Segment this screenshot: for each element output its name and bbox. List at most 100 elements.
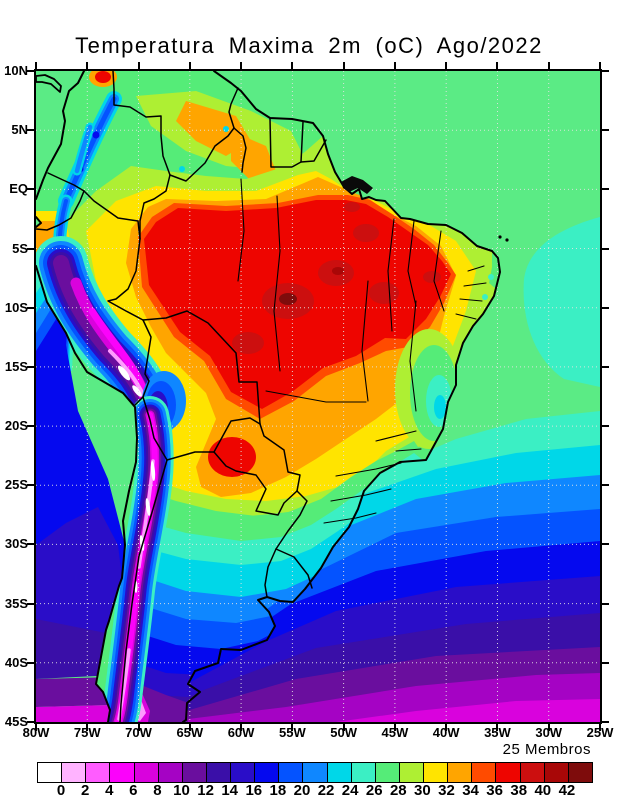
- color-scale-tick-label: 22: [317, 782, 335, 799]
- color-scale-tick-label: 8: [153, 782, 162, 799]
- lat-tick-label: 35S: [4, 595, 28, 611]
- lon-tick: [188, 724, 191, 731]
- color-scale-tick-label: 20: [293, 782, 311, 799]
- lat-tick: [27, 365, 34, 368]
- lat-tick: [602, 425, 609, 428]
- lat-tick: [602, 661, 609, 664]
- color-scale-cell: [61, 763, 86, 782]
- color-scale-tick-label: 6: [129, 782, 138, 799]
- lon-tick: [240, 724, 243, 731]
- color-scale-cell: [205, 763, 230, 782]
- color-scale-cell: [109, 763, 134, 782]
- lon-tick: [86, 724, 89, 731]
- color-scale-cell: [254, 763, 279, 782]
- lon-tick: [496, 62, 499, 69]
- color-scale-cell: [302, 763, 327, 782]
- color-scale-cell: [85, 763, 110, 782]
- lon-tick: [35, 62, 37, 69]
- lon-tick-label: 55W: [278, 725, 306, 740]
- lat-tick-label: EQ: [9, 181, 28, 197]
- color-scale: [37, 762, 593, 783]
- color-scale-cell: [471, 763, 496, 782]
- lat-tick-label: 5N: [11, 122, 28, 138]
- lon-tick: [393, 62, 396, 69]
- color-scale-cell: [447, 763, 472, 782]
- color-scale-ticks: 0 2 4 6 8 10 12 14 16 18 20 22 24 26 28 30 32 34 36 38 40 42: [37, 782, 591, 799]
- lon-tick: [342, 724, 345, 731]
- color-scale-cell: [350, 763, 375, 782]
- lon-tick: [445, 724, 448, 731]
- lat-tick: [602, 306, 609, 309]
- color-scale-tick-label: 30: [414, 782, 431, 799]
- color-scale-tick-label: 0: [56, 782, 66, 799]
- color-scale-cell: [181, 763, 206, 782]
- lat-tick: [602, 188, 609, 191]
- color-scale-tick-label: 16: [245, 782, 263, 799]
- lon-tick-label: 30W: [535, 725, 563, 740]
- color-scale-tick-label: 18: [269, 782, 287, 799]
- color-scale-cell: [374, 763, 399, 782]
- lat-tick-label: 15S: [4, 358, 28, 374]
- color-scale-tick-label: 28: [389, 782, 407, 799]
- lon-tick: [599, 62, 601, 69]
- color-scale-tick-label: 4: [105, 782, 114, 799]
- island-dot: [505, 238, 509, 242]
- lon-tick-label: 60W: [227, 725, 255, 740]
- lon-tick-label: 25W: [586, 725, 614, 740]
- lat-tick: [27, 602, 34, 605]
- color-scale-tick-label: 10: [173, 782, 190, 799]
- lat-tick-label: 25S: [4, 477, 28, 493]
- lat-tick-label: 30S: [4, 536, 28, 552]
- lat-tick: [602, 484, 609, 487]
- lon-tick-label: 35W: [484, 725, 511, 740]
- color-scale-tick-label: 36: [486, 782, 503, 799]
- lat-tick: [27, 70, 34, 72]
- lat-tick: [27, 188, 34, 191]
- color-scale-cell: [423, 763, 448, 782]
- lat-tick-label: 10N: [4, 63, 28, 78]
- color-scale-tick-label: 2: [81, 782, 90, 799]
- lon-tick-label: 45W: [381, 725, 409, 740]
- grid-lines: [36, 71, 600, 722]
- color-scale-cell: [157, 763, 182, 782]
- lon-tick: [547, 724, 550, 731]
- lat-tick: [27, 306, 34, 309]
- map-plot-frame: [34, 69, 602, 724]
- lon-tick-label: 40W: [432, 725, 460, 740]
- lon-tick: [393, 724, 396, 731]
- lat-tick: [602, 247, 609, 250]
- lon-tick-label: 75W: [73, 725, 101, 740]
- lat-tick: [602, 70, 609, 72]
- lat-tick: [602, 543, 609, 546]
- lat-tick: [27, 129, 34, 132]
- lat-tick: [602, 721, 609, 723]
- color-scale-tick-label: 32: [438, 782, 455, 799]
- lon-tick: [599, 724, 601, 731]
- color-scale-cell: [495, 763, 520, 782]
- country-borders: [36, 71, 501, 722]
- lon-tick-label: 70W: [125, 725, 152, 740]
- lat-tick: [602, 365, 609, 368]
- temperature-map: [36, 71, 600, 722]
- plot-title: Temperatura Maxima 2m (oC) Ago/2022: [75, 33, 543, 58]
- lat-tick-label: 45S: [4, 714, 28, 729]
- lon-tick: [86, 62, 89, 69]
- lat-tick-label: 40S: [4, 654, 28, 670]
- lon-tick: [496, 724, 499, 731]
- lon-tick: [291, 62, 294, 69]
- lon-tick: [445, 62, 448, 69]
- color-scale-cell: [567, 763, 592, 782]
- lat-tick: [27, 247, 34, 250]
- lon-tick: [35, 724, 37, 731]
- color-scale-cell: [230, 763, 255, 782]
- lat-tick-label: 10S: [4, 299, 28, 315]
- color-scale-cell: [543, 763, 568, 782]
- lon-tick-label: 65W: [176, 725, 204, 740]
- color-scale-tick-label: 26: [365, 782, 383, 799]
- color-scale-tick-label: 14: [221, 782, 239, 799]
- color-scale-tick-label: 24: [341, 782, 359, 799]
- color-scale-cell: [326, 763, 351, 782]
- color-scale-tick-label: 34: [462, 782, 479, 799]
- lat-tick: [602, 129, 609, 132]
